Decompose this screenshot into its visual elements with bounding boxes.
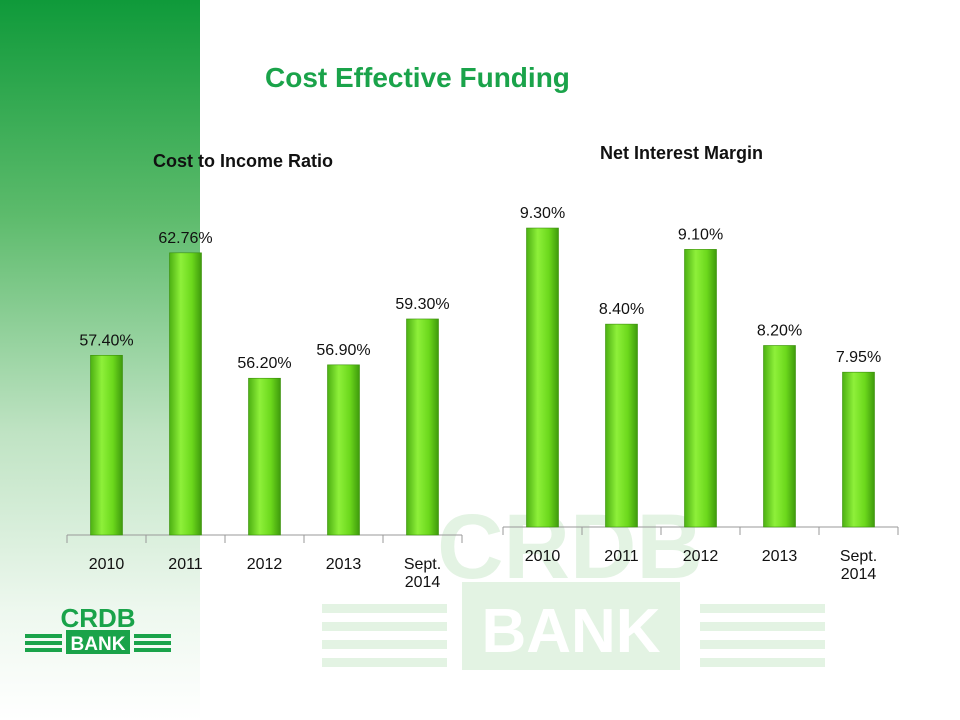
cost-to-income-chart: Cost to Income Ratio 57.40% 2010 62.76% 2011… bbox=[66, 151, 463, 591]
nim-tick-label-2: 2012 bbox=[683, 548, 719, 565]
watermark-stripe bbox=[700, 658, 825, 667]
brand-logo-stripe bbox=[134, 648, 171, 652]
brand-logo-stripe bbox=[25, 634, 62, 638]
cir-data-label-3: 56.90% bbox=[316, 342, 370, 359]
nim-data-label-0: 9.30% bbox=[520, 205, 565, 222]
nim-data-label-1: 8.40% bbox=[599, 301, 644, 318]
nim-data-label-2: 9.10% bbox=[678, 226, 723, 243]
cir-tick-label-3: 2013 bbox=[326, 556, 362, 573]
brand-logo-top: CRDB bbox=[60, 603, 135, 633]
nim-tick-label-4: Sept. 2014 bbox=[840, 548, 877, 583]
watermark-logo-box bbox=[462, 582, 680, 670]
cir-data-label-0: 57.40% bbox=[79, 332, 133, 349]
brand-logo-stripe bbox=[134, 641, 171, 645]
watermark-stripe bbox=[700, 640, 825, 649]
cir-title: Cost to Income Ratio bbox=[153, 151, 333, 171]
brand-logo-bottom: BANK bbox=[71, 634, 126, 655]
watermark-stripe bbox=[322, 622, 447, 631]
nim-tick-label-0: 2010 bbox=[525, 548, 561, 565]
cir-bar-0 bbox=[90, 354, 123, 536]
cir-bar-2 bbox=[248, 377, 281, 536]
brand-logo: CRDB BANK bbox=[25, 603, 171, 655]
cir-tick-label-1: 2011 bbox=[168, 556, 203, 573]
cir-data-label-4: 59.30% bbox=[395, 296, 449, 313]
watermark-stripe bbox=[322, 640, 447, 649]
cir-tick-label-2: 2012 bbox=[247, 556, 283, 573]
watermark-stripe bbox=[700, 622, 825, 631]
watermark-logo: CRDB BANK bbox=[322, 496, 825, 670]
nim-bar-2 bbox=[684, 249, 717, 528]
cir-data-label-2: 56.20% bbox=[237, 355, 291, 372]
slide-title: Cost Effective Funding bbox=[265, 62, 570, 93]
brand-logo-stripe bbox=[25, 641, 62, 645]
watermark-logo-top: CRDB bbox=[437, 496, 703, 598]
watermark-stripe bbox=[700, 604, 825, 613]
nim-bar-3 bbox=[763, 345, 796, 528]
nim-bar-0 bbox=[526, 227, 559, 528]
cir-data-label-1: 62.76% bbox=[158, 230, 212, 247]
nim-bar-4 bbox=[842, 371, 875, 528]
watermark-logo-bottom: BANK bbox=[481, 597, 660, 666]
nim-title: Net Interest Margin bbox=[600, 143, 763, 163]
nim-bar-1 bbox=[605, 323, 638, 528]
brand-logo-box bbox=[66, 630, 130, 654]
cir-bar-3 bbox=[327, 364, 360, 536]
nim-data-label-3: 8.20% bbox=[757, 322, 802, 339]
cir-tick-label-4: Sept. 2014 bbox=[404, 556, 441, 591]
cir-bar-1 bbox=[169, 252, 202, 536]
nim-data-label-4: 7.95% bbox=[836, 349, 881, 366]
net-interest-margin-chart: Net Interest Margin 9.30% 2010 8.40% 2011 9.1… bbox=[502, 143, 899, 583]
watermark-stripe bbox=[322, 604, 447, 613]
brand-logo-stripe bbox=[134, 634, 171, 638]
cir-tick-label-0: 2010 bbox=[89, 556, 125, 573]
brand-logo-stripe bbox=[25, 648, 62, 652]
cir-bar-4 bbox=[406, 318, 439, 536]
watermark-stripe bbox=[322, 658, 447, 667]
nim-tick-label-3: 2013 bbox=[762, 548, 798, 565]
nim-tick-label-1: 2011 bbox=[604, 548, 639, 565]
